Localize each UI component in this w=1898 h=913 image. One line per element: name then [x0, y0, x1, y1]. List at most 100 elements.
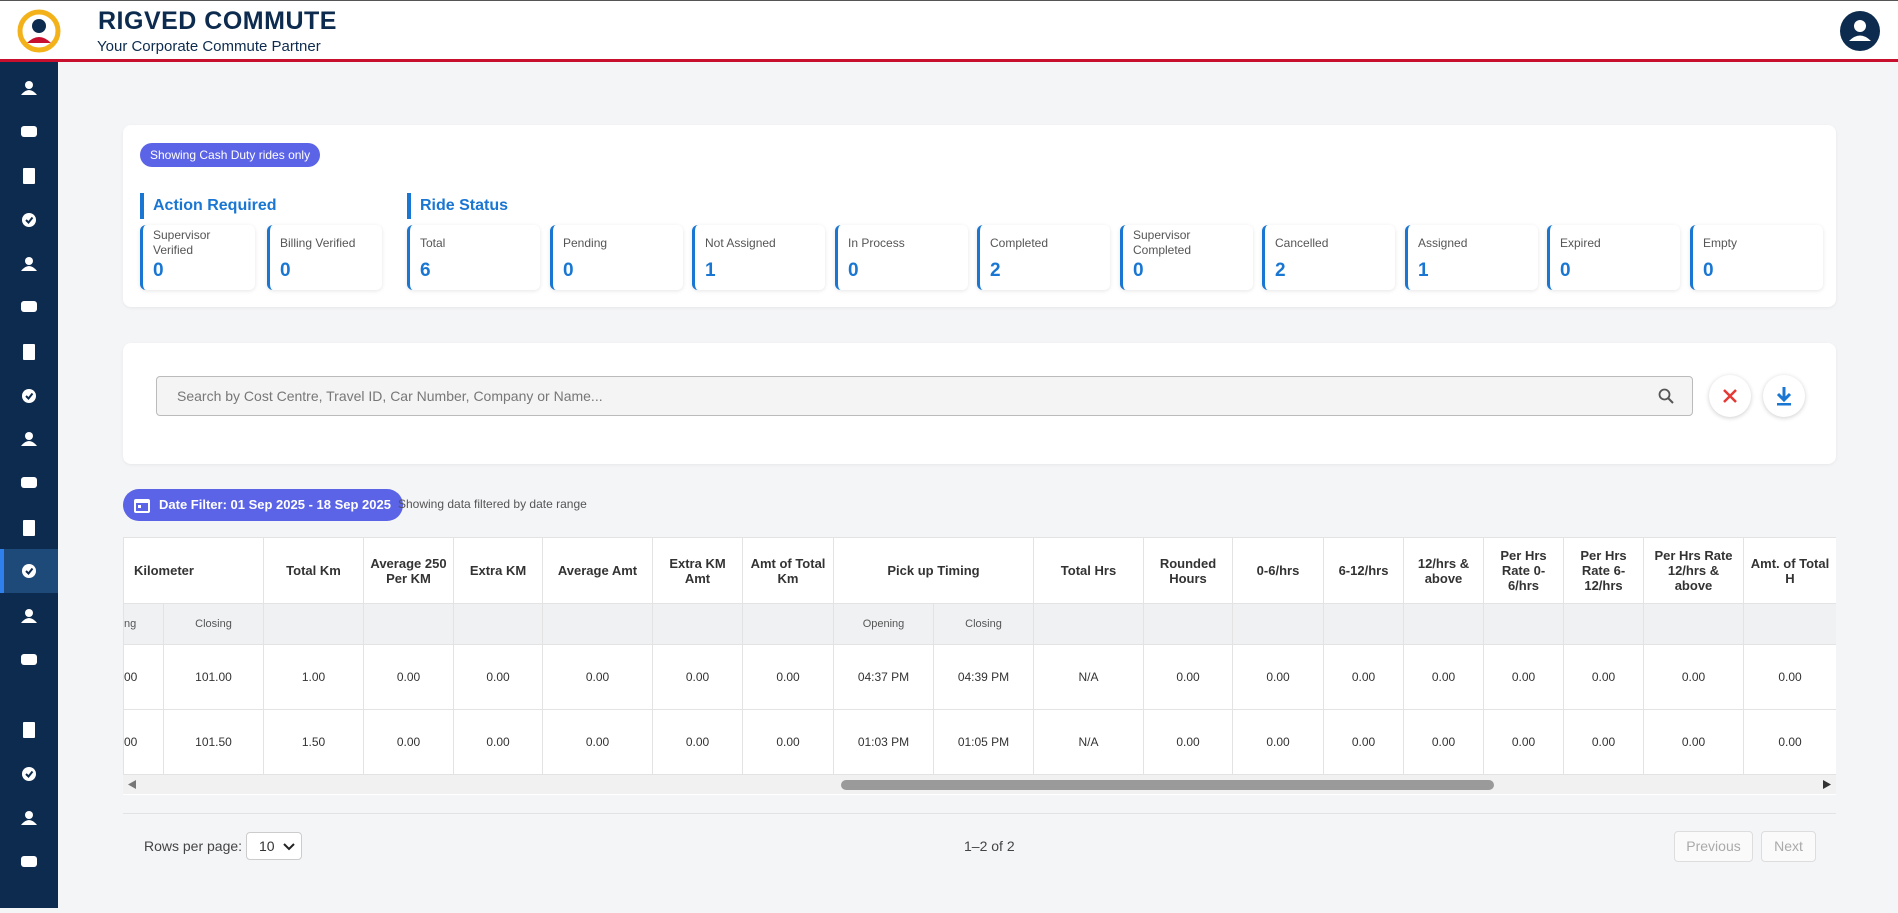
sidebar-icon[interactable]	[22, 213, 36, 227]
sidebar-icon[interactable]	[21, 654, 37, 665]
clear-button[interactable]	[1709, 375, 1751, 417]
table-cell: 00	[123, 709, 164, 775]
profile-button[interactable]	[1839, 10, 1881, 52]
sidebar-icon[interactable]	[21, 126, 37, 137]
status-card: Supervisor Verified 0	[140, 225, 255, 290]
empty-subheader	[1033, 603, 1144, 645]
icon-part	[25, 257, 33, 265]
status-value: 0	[153, 260, 164, 281]
icon-part	[21, 618, 37, 623]
sidebar-icon[interactable]	[23, 722, 35, 738]
sidebar-icon[interactable]	[23, 520, 35, 536]
icon-part	[25, 811, 33, 819]
sidebar-icon[interactable]	[21, 257, 37, 271]
brand: RIGVED COMMUTE	[98, 7, 337, 35]
sidebar-icon[interactable]	[21, 609, 37, 623]
sidebar-icon[interactable]	[21, 856, 37, 867]
sidebar-icon[interactable]	[21, 301, 37, 312]
table-cell: 0.00	[652, 644, 743, 710]
icon-part	[25, 567, 34, 575]
table-cell: 0.00	[742, 709, 834, 775]
status-value: 0	[280, 260, 291, 281]
column-header: Total Hrs	[1033, 537, 1144, 604]
download-icon	[1776, 387, 1792, 406]
scrollbar-graphic	[128, 780, 1831, 790]
sidebar-icon[interactable]	[21, 477, 37, 488]
table-cell: 0.00	[1643, 709, 1744, 775]
download-button[interactable]	[1763, 375, 1805, 417]
next-button[interactable]: Next	[1761, 831, 1816, 862]
sidebar-icon[interactable]	[22, 389, 36, 403]
status-value: 1	[705, 260, 716, 281]
status-card: Supervisor Completed 0	[1120, 225, 1253, 290]
icon-part	[21, 441, 37, 446]
table-cell: 1.00	[263, 644, 364, 710]
status-card: Billing Verified 0	[267, 225, 382, 290]
column-header: 0-6/hrs	[1232, 537, 1324, 604]
status-value: 0	[1560, 260, 1571, 281]
rows-per-page-select[interactable]: 10	[246, 832, 302, 860]
empty-subheader	[542, 603, 653, 645]
previous-button[interactable]: Previous	[1674, 831, 1753, 862]
column-header: 12/hrs & above	[1403, 537, 1484, 604]
empty-subheader	[1232, 603, 1324, 645]
icon-part	[25, 81, 33, 89]
table-cell: 0.00	[1563, 644, 1644, 710]
sidebar-icon[interactable]	[23, 168, 35, 184]
status-label: Supervisor Completed	[1133, 228, 1192, 257]
empty-subheader	[1563, 603, 1644, 645]
empty-subheader	[363, 603, 454, 645]
table-cell: 0.00	[1743, 709, 1836, 775]
table-cell: 101.00	[163, 644, 264, 710]
horizontal-scrollbar[interactable]	[123, 775, 1836, 794]
column-subheader: Closing	[163, 603, 264, 645]
sidebar-icon[interactable]	[21, 81, 37, 95]
sidebar-icon[interactable]	[21, 432, 37, 446]
status-label: Not Assigned	[705, 235, 776, 250]
status-card: Assigned 1	[1405, 225, 1538, 290]
column-header: Total Km	[263, 537, 364, 604]
icon-part	[21, 266, 37, 271]
status-label: Supervisor Verified	[153, 228, 211, 257]
column-header: Kilometer	[123, 537, 264, 604]
status-card: Total 6	[407, 225, 540, 290]
table-cell: 0.00	[1232, 709, 1324, 775]
date-filter-label: Date Filter: 01 Sep 2025 - 18 Sep 2025	[159, 497, 391, 512]
date-filter-chip[interactable]: Date Filter: 01 Sep 2025 - 18 Sep 2025	[123, 489, 403, 521]
rows-per-page-value: 10	[259, 838, 275, 854]
icon-part	[25, 432, 33, 440]
table-cell: 0.00	[1743, 644, 1836, 710]
sidebar-icon[interactable]	[22, 767, 36, 781]
status-value: 6	[420, 260, 431, 281]
icon-part	[25, 392, 34, 400]
empty-subheader	[1143, 603, 1233, 645]
table-cell: 0.00	[652, 709, 743, 775]
icon-part	[21, 820, 37, 825]
status-card: In Process 0	[835, 225, 968, 290]
table-cell: 101.50	[163, 709, 264, 775]
icon-part	[22, 767, 36, 781]
sidebar-icons	[0, 81, 58, 867]
status-value: 1	[1418, 260, 1429, 281]
icon-part	[25, 216, 34, 224]
column-header: Per Hrs Rate 12/hrs & above	[1643, 537, 1744, 604]
status-label: Pending	[563, 235, 608, 250]
sidebar-icon[interactable]	[22, 564, 36, 578]
icon-part	[22, 564, 36, 578]
sidebar-icon[interactable]	[23, 344, 35, 360]
status-label: Expired	[1560, 235, 1601, 250]
sidebar-icon[interactable]	[21, 811, 37, 825]
column-subheader: Opening	[833, 603, 934, 645]
column-header: 6-12/hrs	[1323, 537, 1404, 604]
top-bar: RIGVED COMMUTE Your Corporate Commute Pa…	[0, 0, 1898, 62]
search-input[interactable]: Search by Cost Centre, Travel ID, Car Nu…	[156, 376, 1693, 416]
icon-part	[22, 389, 36, 403]
column-header: Rounded Hours	[1143, 537, 1233, 604]
icon-part	[21, 90, 37, 95]
empty-subheader	[742, 603, 834, 645]
table-cell: 0.00	[1403, 644, 1484, 710]
date-filter-note: Showing data filtered by date range	[398, 497, 587, 511]
status-label: Cancelled	[1275, 235, 1329, 250]
icon-part	[25, 609, 33, 617]
